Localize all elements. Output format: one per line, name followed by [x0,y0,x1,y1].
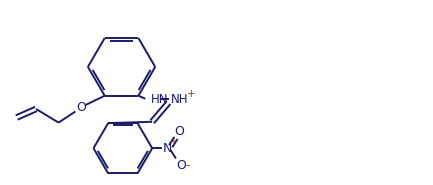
Text: NH: NH [171,93,188,106]
Text: O: O [174,125,184,138]
Text: O: O [76,101,86,114]
Text: -: - [186,159,190,172]
Text: +: + [169,137,178,147]
Text: O: O [177,159,187,172]
Text: N: N [163,142,172,155]
Text: HN: HN [151,93,169,106]
Text: +: + [187,89,195,99]
